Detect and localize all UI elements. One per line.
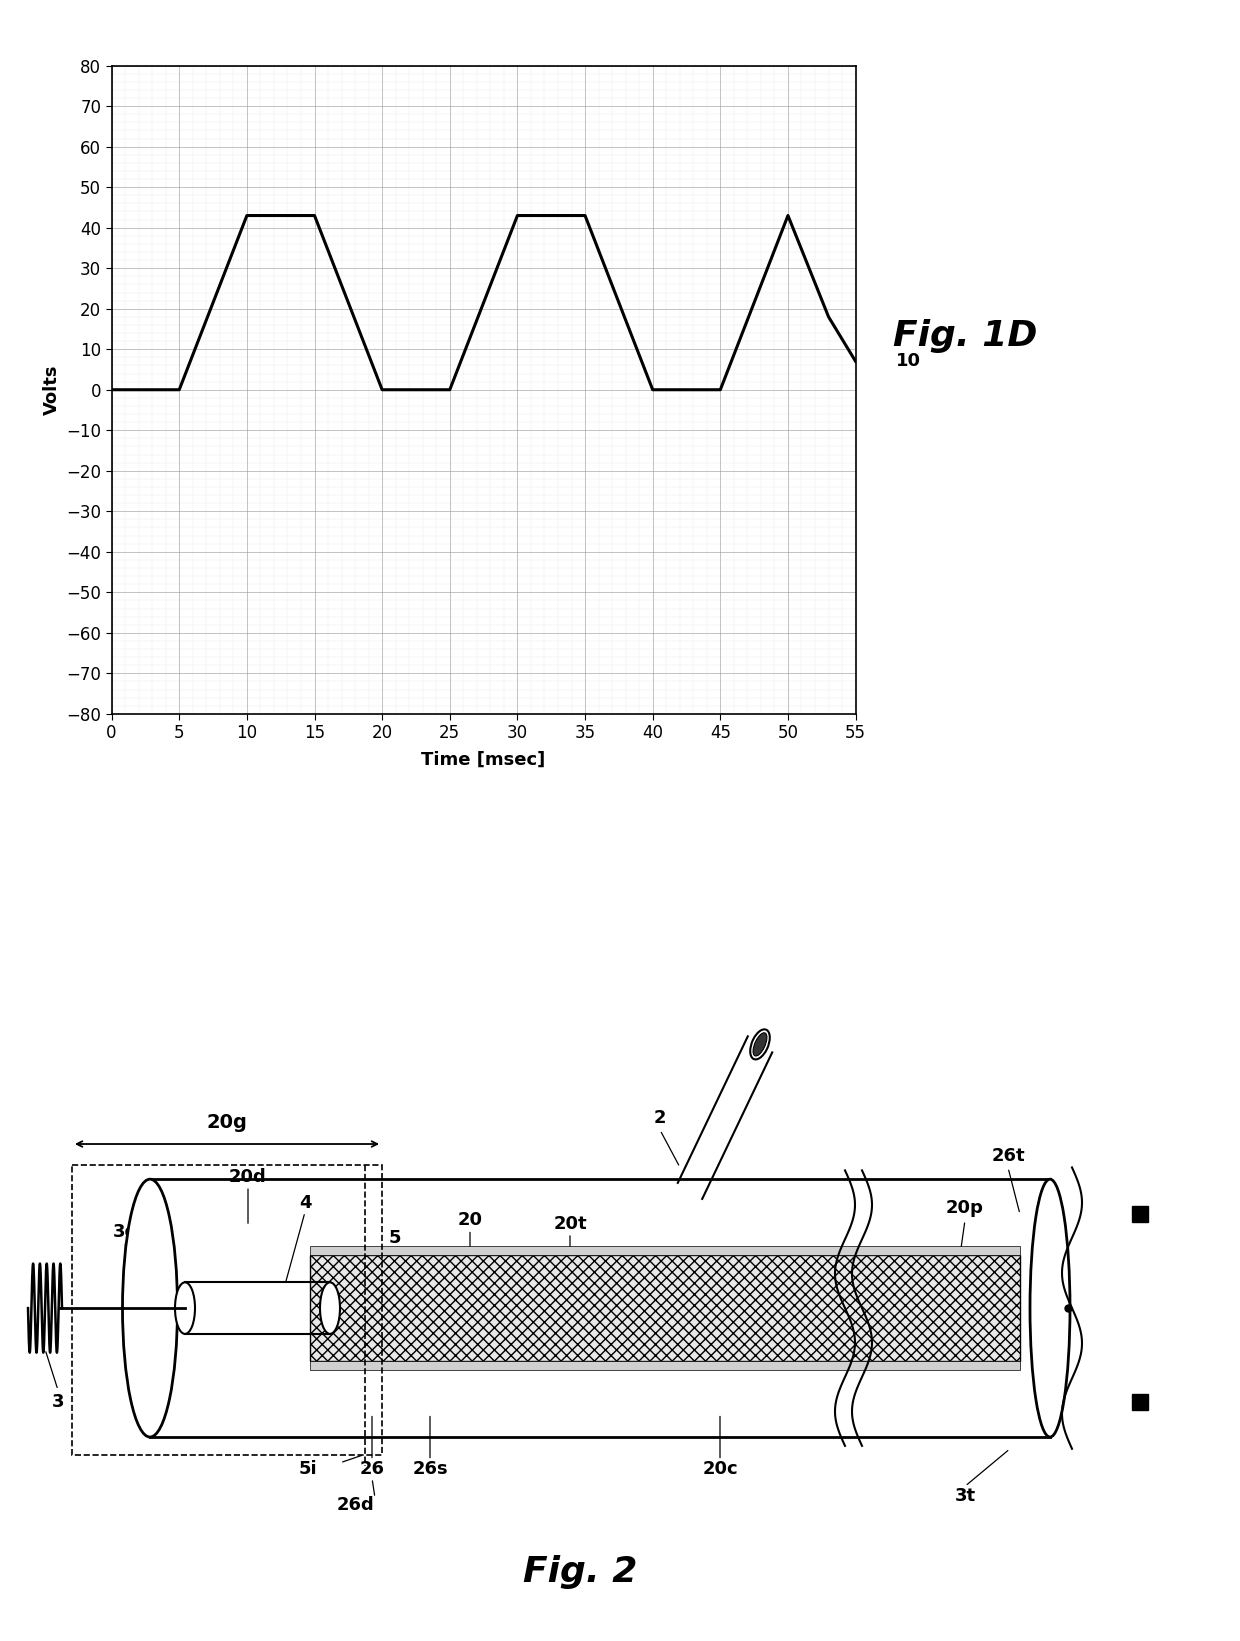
Text: 20p: 20p [946,1200,983,1218]
Text: 5: 5 [389,1229,402,1247]
Text: 4: 4 [299,1193,311,1211]
Text: 20c: 20c [702,1460,738,1477]
Y-axis label: Volts: Volts [42,364,61,415]
Text: 5i: 5i [299,1460,317,1477]
Bar [310,1246,1021,1255]
X-axis label: Time [msec]: Time [msec] [422,750,546,768]
Ellipse shape [123,1180,177,1438]
Text: 10: 10 [897,353,921,371]
Text: 3: 3 [52,1393,64,1411]
Text: 20t: 20t [553,1214,587,1232]
Ellipse shape [320,1282,340,1334]
FancyArrowPatch shape [858,356,887,359]
Text: 20g: 20g [207,1113,248,1132]
Text: 2: 2 [653,1109,666,1127]
Text: 20a: 20a [466,1252,503,1270]
Ellipse shape [753,1032,766,1057]
Ellipse shape [175,1282,195,1334]
Text: 26d: 26d [336,1497,374,1515]
Text: 3t: 3t [955,1487,976,1505]
Bar [72,1165,382,1454]
Text: Fig. 2: Fig. 2 [523,1554,637,1588]
Ellipse shape [1030,1180,1070,1438]
Text: 3d: 3d [113,1223,138,1241]
Bar [150,1180,1050,1438]
Text: 26s: 26s [412,1460,448,1477]
Bar [310,1255,1021,1360]
Ellipse shape [750,1029,770,1060]
Text: 20: 20 [458,1211,482,1229]
Text: 26t: 26t [991,1147,1024,1165]
Text: 20d: 20d [229,1168,267,1186]
Text: 26: 26 [360,1460,384,1477]
Text: Fig. 1D: Fig. 1D [893,320,1037,353]
Bar [310,1360,1021,1370]
